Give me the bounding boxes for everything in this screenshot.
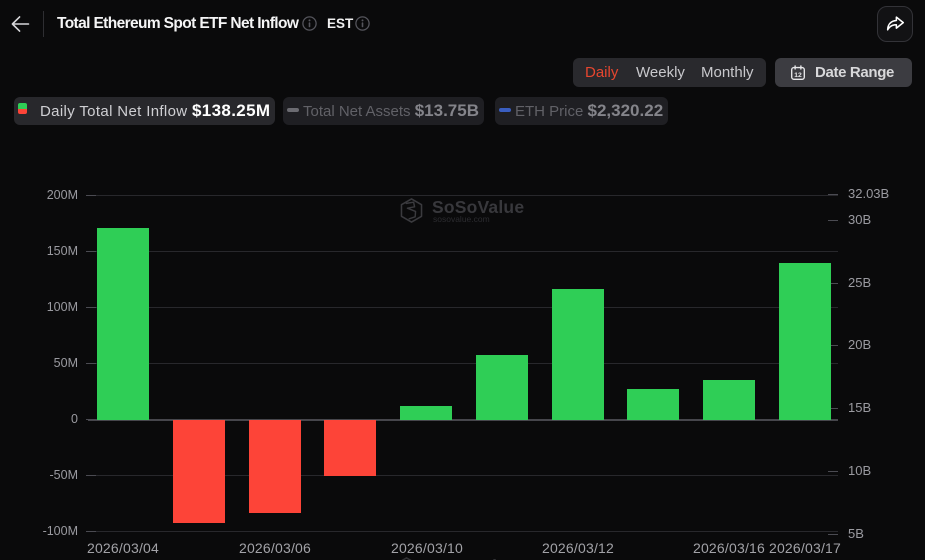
svg-text:12: 12 bbox=[794, 72, 802, 79]
